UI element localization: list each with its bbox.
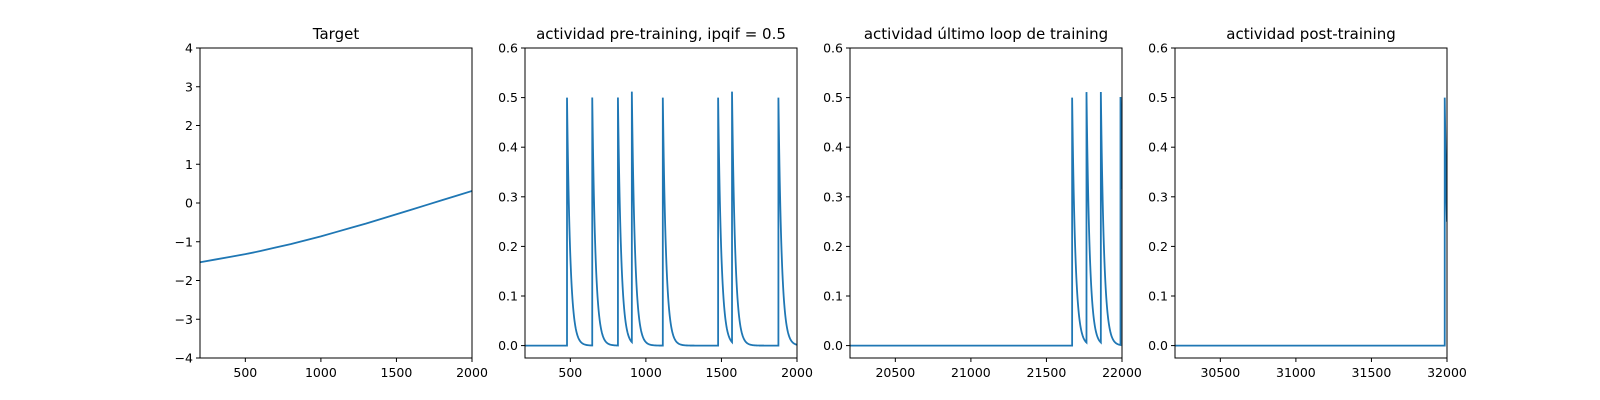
y-tick-label: 0.3 [1148, 189, 1168, 204]
x-tick-label: 1000 [630, 365, 662, 380]
y-tick-label: 0.5 [1148, 90, 1168, 105]
y-tick-label: 2 [185, 118, 193, 133]
x-tick-label: 20500 [875, 365, 915, 380]
x-tick-label: 500 [233, 365, 257, 380]
y-tick-label: 0.4 [498, 140, 518, 155]
x-tick-label: 32000 [1427, 365, 1467, 380]
post-training-panel: actividad post-training 30500 31000 31500 32… [1148, 25, 1467, 380]
target-panel: Target 500 1000 1500 2000 −4 −3 −2 −1 0 1 2 3 4 [175, 25, 488, 380]
y-tick-label: 4 [185, 41, 193, 56]
chart-title: Target [312, 25, 360, 43]
y-tick-label: 0 [185, 196, 193, 211]
x-tick-label: 1500 [381, 365, 413, 380]
x-tick-label: 1000 [305, 365, 337, 380]
y-tick-label: 0.1 [823, 289, 843, 304]
y-tick-label: 0.2 [498, 239, 518, 254]
x-tick-label: 2000 [781, 365, 813, 380]
y-tick-label: 0.6 [1148, 41, 1168, 56]
x-tick-label: 31000 [1276, 365, 1316, 380]
y-tick-label: −3 [175, 312, 193, 327]
y-tick-label: −2 [175, 273, 193, 288]
series-line [200, 190, 472, 264]
x-tick-label: 500 [558, 365, 582, 380]
y-tick-label: 0.1 [1148, 289, 1168, 304]
y-tick-label: 0.5 [823, 90, 843, 105]
axes-frame [524, 47, 798, 359]
y-tick-label: 0.3 [823, 189, 843, 204]
chart-title: actividad último loop de training [864, 25, 1108, 43]
y-tick-label: 0.1 [498, 289, 518, 304]
last-training-loop-panel: actividad último loop de training 20500 21… [823, 25, 1142, 380]
y-tick-label: 0.4 [823, 140, 843, 155]
y-tick-label: 1 [185, 157, 193, 172]
y-tick-label: 0.0 [823, 338, 843, 353]
series-line [1175, 97, 1447, 347]
y-tick-label: 0.3 [498, 189, 518, 204]
y-tick-label: 0.6 [498, 41, 518, 56]
x-tick-label: 21000 [951, 365, 991, 380]
series-line [850, 91, 1122, 347]
y-tick-label: −1 [175, 234, 193, 249]
x-tick-label: 30500 [1200, 365, 1240, 380]
y-tick-label: 0.5 [498, 90, 518, 105]
y-tick-label: −4 [175, 351, 193, 366]
x-tick-label: 22000 [1102, 365, 1142, 380]
y-tick-label: 0.0 [1148, 338, 1168, 353]
x-tick-label: 31500 [1352, 365, 1392, 380]
x-tick-label: 2000 [456, 365, 488, 380]
y-tick-label: 3 [185, 79, 193, 94]
chart-title: actividad pre-training, ipqif = 0.5 [536, 25, 786, 43]
axes-frame [1174, 47, 1448, 359]
axes-frame [849, 47, 1123, 359]
y-tick-label: 0.0 [498, 338, 518, 353]
series-line [525, 91, 797, 347]
pre-training-panel: actividad pre-training, ipqif = 0.5 500 10… [498, 25, 813, 380]
y-tick-label: 0.6 [823, 41, 843, 56]
y-tick-label: 0.4 [1148, 140, 1168, 155]
y-tick-label: 0.2 [823, 239, 843, 254]
y-tick-label: 0.2 [1148, 239, 1168, 254]
chart-title: actividad post-training [1226, 25, 1395, 43]
x-tick-label: 1500 [706, 365, 738, 380]
x-tick-label: 21500 [1027, 365, 1067, 380]
